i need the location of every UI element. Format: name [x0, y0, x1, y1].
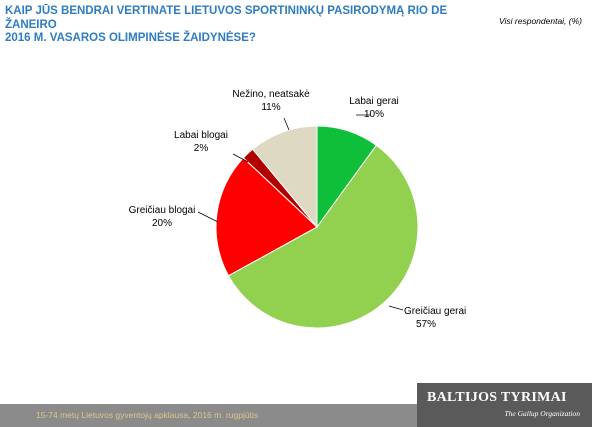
- respondents-note: Visi respondentai, (%): [499, 16, 582, 26]
- pie-slice-4: [251, 125, 318, 229]
- slice-labels: Labai gerai 10% Greičiau gerai 57% Greičiau …: [129, 89, 467, 330]
- leader-line-3: [232, 153, 249, 163]
- logo-tagline: The Gallup Organization: [504, 409, 580, 418]
- leader-line-4: [283, 117, 290, 131]
- leader-line-2: [197, 211, 219, 223]
- pie-slice-1: [227, 144, 419, 329]
- page-title: KAIP JŪS BENDRAI VERTINATE LIETUVOS SPOR…: [5, 5, 475, 46]
- pie-slices: [215, 125, 419, 329]
- slice-value-2: 20%: [152, 218, 172, 229]
- slice-value-1: 57%: [416, 319, 436, 330]
- slice-value-3: 2%: [194, 143, 209, 154]
- logo-name: BALTIJOS TYRIMAI: [427, 390, 567, 405]
- slice-label-1: Greičiau gerai: [404, 306, 466, 317]
- footer-source: 15-74 metų Lietuvos gyventojų apklausa, …: [36, 410, 259, 420]
- company-logo: BALTIJOS TYRIMAI The Gallup Organization: [417, 383, 592, 427]
- pie-slice-2: [215, 157, 318, 277]
- leader-line-1: [388, 305, 404, 311]
- slice-value-0: 10%: [364, 109, 384, 120]
- slice-label-0: Labai gerai: [349, 96, 398, 107]
- title-line-2: 2016 M. VASAROS OLIMPINĖSE ŽAIDYNĖSE?: [5, 32, 256, 44]
- pie-chart: Labai gerai 10% Greičiau gerai 57% Greičiau …: [129, 89, 467, 330]
- slice-label-4: Nežino, neatsakė: [232, 89, 310, 100]
- slice-value-4: 11%: [261, 102, 280, 113]
- slice-label-3: Labai blogai: [174, 130, 228, 141]
- slice-label-2: Greičiau blogai: [129, 205, 196, 216]
- leader-lines: [197, 114, 404, 311]
- title-line-1: KAIP JŪS BENDRAI VERTINATE LIETUVOS SPOR…: [5, 5, 448, 31]
